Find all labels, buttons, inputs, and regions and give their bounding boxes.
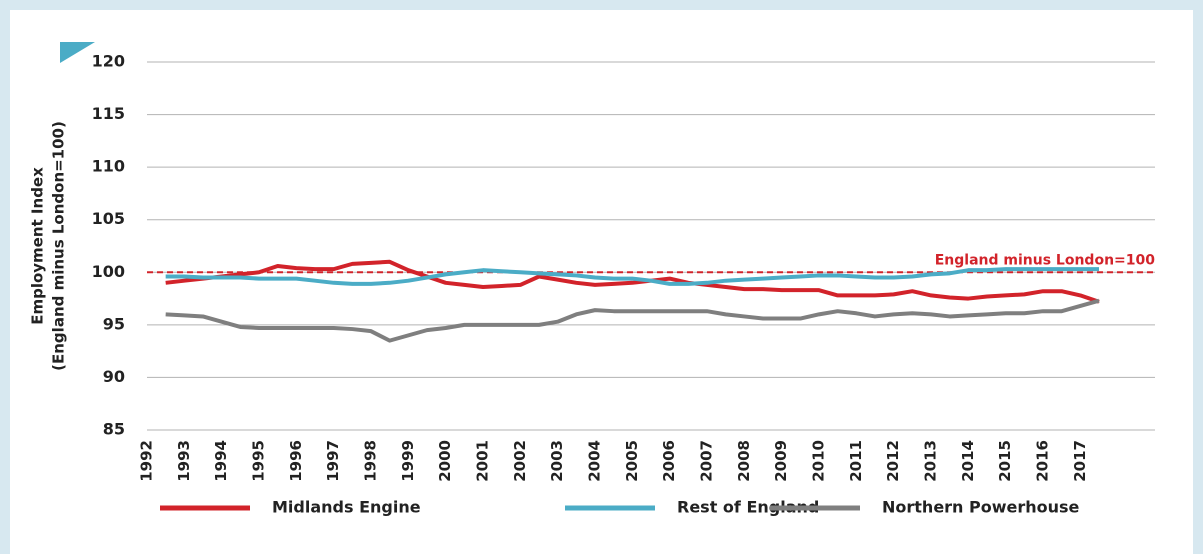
y-tick-label: 95 [103, 314, 125, 333]
legend-label: Rest of England [677, 498, 819, 517]
x-tick-label: 2017 [1071, 440, 1089, 482]
y-tick-label: 110 [92, 157, 125, 176]
series-line [165, 267, 1099, 286]
legend-label: Northern Powerhouse [882, 498, 1080, 517]
y-tick-label: 120 [92, 52, 125, 71]
series-line [165, 298, 1100, 343]
series-line [165, 259, 1100, 304]
x-tick-label: 2011 [847, 440, 865, 482]
x-tick-label: 2015 [996, 440, 1014, 482]
x-tick-label: 2007 [698, 440, 716, 482]
y-tick-label: 90 [103, 367, 125, 386]
x-tick-label: 2001 [474, 440, 492, 482]
x-tick-label: 2003 [548, 440, 566, 482]
x-tick-label: 1993 [175, 440, 193, 482]
x-tick-label: 2005 [623, 440, 641, 482]
y-tick-label: 85 [103, 420, 125, 439]
x-tick-label: 2014 [959, 440, 977, 482]
legend-label: Midlands Engine [272, 498, 421, 517]
corner-mark [60, 42, 95, 63]
x-tick-label: 1994 [212, 440, 230, 482]
x-tick-label: 2000 [436, 440, 454, 482]
y-axis-title-line: Employment Index [29, 167, 47, 325]
x-tick-label: 2009 [772, 440, 790, 482]
y-axis-title-line: (England minus London=100) [50, 121, 68, 371]
x-tick-label: 2016 [1034, 440, 1052, 482]
y-tick-label: 100 [92, 262, 125, 281]
y-tick-label: 115 [92, 104, 125, 123]
x-tick-label: 1997 [324, 440, 342, 482]
reference-label: England minus London=100 [935, 252, 1156, 268]
x-tick-label: 1992 [138, 440, 156, 482]
x-tick-label: 2012 [884, 440, 902, 482]
x-tick-label: 1995 [250, 440, 268, 482]
x-tick-label: 2013 [922, 440, 940, 482]
y-axis-title: Employment Index (England minus London=1… [29, 121, 68, 371]
x-tick-label: 2006 [660, 440, 678, 482]
x-tick-label: 2010 [810, 440, 828, 482]
x-tick-label: 2008 [735, 440, 753, 482]
panel [10, 10, 1193, 554]
x-tick-label: 2004 [586, 440, 604, 482]
y-tick-label: 105 [92, 209, 125, 228]
x-tick-label: 2002 [511, 440, 529, 482]
x-tick-label: 1996 [287, 440, 305, 482]
x-tick-label: 1998 [362, 440, 380, 482]
x-tick-label: 1999 [399, 440, 417, 482]
